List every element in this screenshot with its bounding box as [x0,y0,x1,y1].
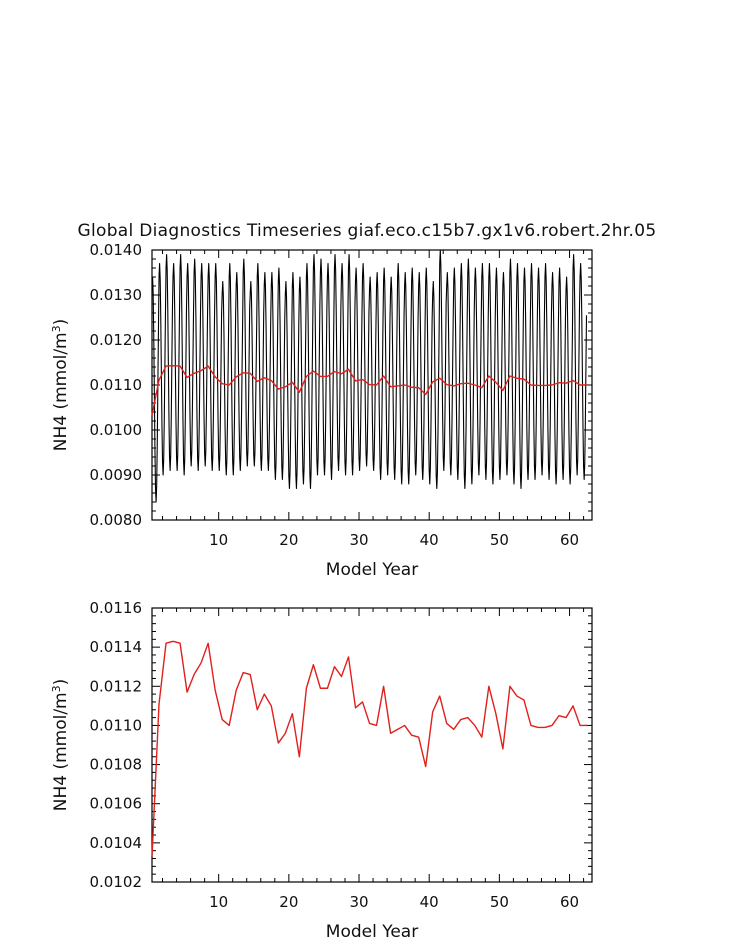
y-tick-label: 0.0140 [90,241,143,259]
y-tick-label: 0.0120 [90,331,143,349]
x-axis-label: Model Year [326,560,418,580]
plot-frame [151,607,593,883]
x-tick-label: 10 [209,531,228,549]
annual-mean-series-line [151,640,588,857]
y-tick-label: 0.0110 [90,716,143,734]
y-axis-label: NH4 (mmol/m3) [50,679,72,812]
y-tick-label: 0.0104 [90,834,143,852]
annual-mean-series-line [151,364,588,416]
x-tick-label: 60 [560,893,579,911]
y-tick-label: 0.0106 [90,795,143,813]
y-tick-label: 0.0116 [90,599,143,617]
x-tick-label: 50 [490,531,509,549]
y-tick-label: 0.0110 [90,376,143,394]
top-timeseries-panel: 10 20 30 40 50 60 0.0080 0.0090 0.0100 0.0110 0.01… [50,241,593,580]
y-tick-label: 0.0080 [90,511,143,529]
y-axis-label: NH4 (mmol/m3) [50,319,72,452]
chart-title: Global Diagnostics Timeseries giaf.eco.c… [78,221,657,241]
x-tick-label: 30 [349,531,368,549]
y-tick-label: 0.0130 [90,286,143,304]
monthly-series-line [151,249,588,503]
y-tick-label: 0.0108 [90,756,143,774]
y-tick-label: 0.0102 [90,873,143,891]
x-tick-label: 50 [490,893,509,911]
y-tick-label: 0.0112 [90,677,143,695]
x-axis-label: Model Year [326,922,418,942]
x-tick-label: 40 [420,893,439,911]
x-tick-label: 60 [560,531,579,549]
bottom-annual-mean-panel: 10 20 30 40 50 60 0.0102 0.0104 0.0106 0.0108 0.01… [50,599,593,942]
x-tick-label: 40 [420,531,439,549]
y-tick-label: 0.0090 [90,466,143,484]
y-tick-label: 0.0114 [90,638,143,656]
x-tick-label: 20 [279,893,298,911]
x-tick-label: 30 [349,893,368,911]
y-tick-label: 0.0100 [90,421,143,439]
x-tick-label: 20 [279,531,298,549]
x-tick-label: 10 [209,893,228,911]
